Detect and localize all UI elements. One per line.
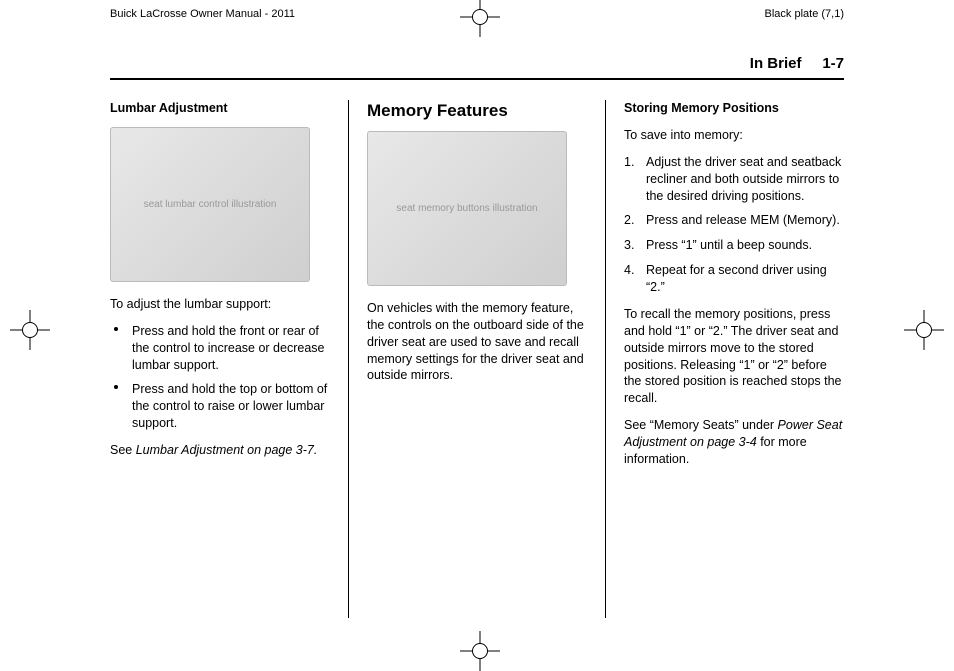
memory-illustration: seat memory buttons illustration — [367, 131, 567, 286]
list-item: 4. Repeat for a second driver using “2.” — [624, 262, 844, 296]
lumbar-heading: Lumbar Adjustment — [110, 100, 330, 117]
list-item: 3. Press “1” until a beep sounds. — [624, 237, 844, 254]
plate-label: Black plate (7,1) — [765, 8, 844, 20]
step-number: 1. — [624, 154, 634, 171]
bullet-icon — [114, 385, 118, 389]
content-columns: Lumbar Adjustment seat lumbar control il… — [110, 100, 844, 618]
column-1: Lumbar Adjustment seat lumbar control il… — [110, 100, 330, 618]
step-text: Press and release MEM (Memory). — [646, 213, 840, 227]
registration-mark-icon — [460, 631, 500, 671]
lumbar-bullet-list: Press and hold the front or rear of the … — [110, 323, 330, 432]
storing-intro: To save into memory: — [624, 127, 844, 144]
section-name: In Brief — [750, 55, 802, 72]
memory-see-ref: See “Memory Seats” under Power Seat Adju… — [624, 417, 844, 468]
storing-steps: 1. Adjust the driver seat and seatback re… — [624, 154, 844, 296]
registration-mark-icon — [10, 310, 50, 350]
see-prefix: See — [110, 443, 136, 457]
registration-mark-icon — [904, 310, 944, 350]
column-2: Memory Features seat memory buttons illu… — [348, 100, 587, 618]
memory-body: On vehicles with the memory feature, the… — [367, 300, 587, 384]
bullet-text: Press and hold the front or rear of the … — [132, 324, 324, 372]
list-item: Press and hold the front or rear of the … — [110, 323, 330, 374]
memory-features-title: Memory Features — [367, 100, 587, 123]
list-item: Press and hold the top or bottom of the … — [110, 381, 330, 432]
bullet-text: Press and hold the top or bottom of the … — [132, 382, 327, 430]
list-item: 1. Adjust the driver seat and seatback re… — [624, 154, 844, 205]
header-rule — [110, 78, 844, 80]
step-number: 4. — [624, 262, 634, 279]
lumbar-illustration: seat lumbar control illustration — [110, 127, 310, 282]
step-text: Repeat for a second driver using “2.” — [646, 263, 827, 294]
section-header: In Brief 1-7 — [750, 55, 844, 72]
see-link: Lumbar Adjustment on page 3‑7. — [136, 443, 318, 457]
recall-body: To recall the memory positions, press an… — [624, 306, 844, 407]
lumbar-see-ref: See Lumbar Adjustment on page 3‑7. — [110, 442, 330, 459]
step-text: Adjust the driver seat and seatback recl… — [646, 155, 841, 203]
column-3: Storing Memory Positions To save into me… — [605, 100, 844, 618]
doc-title: Buick LaCrosse Owner Manual - 2011 — [110, 8, 295, 20]
bullet-icon — [114, 327, 118, 331]
storing-heading: Storing Memory Positions — [624, 100, 844, 117]
lumbar-intro: To adjust the lumbar support: — [110, 296, 330, 313]
step-text: Press “1” until a beep sounds. — [646, 238, 812, 252]
see-prefix: See “Memory Seats” under — [624, 418, 778, 432]
page-number: 1-7 — [822, 55, 844, 72]
step-number: 2. — [624, 212, 634, 229]
list-item: 2. Press and release MEM (Memory). — [624, 212, 844, 229]
registration-mark-icon — [460, 0, 500, 37]
step-number: 3. — [624, 237, 634, 254]
